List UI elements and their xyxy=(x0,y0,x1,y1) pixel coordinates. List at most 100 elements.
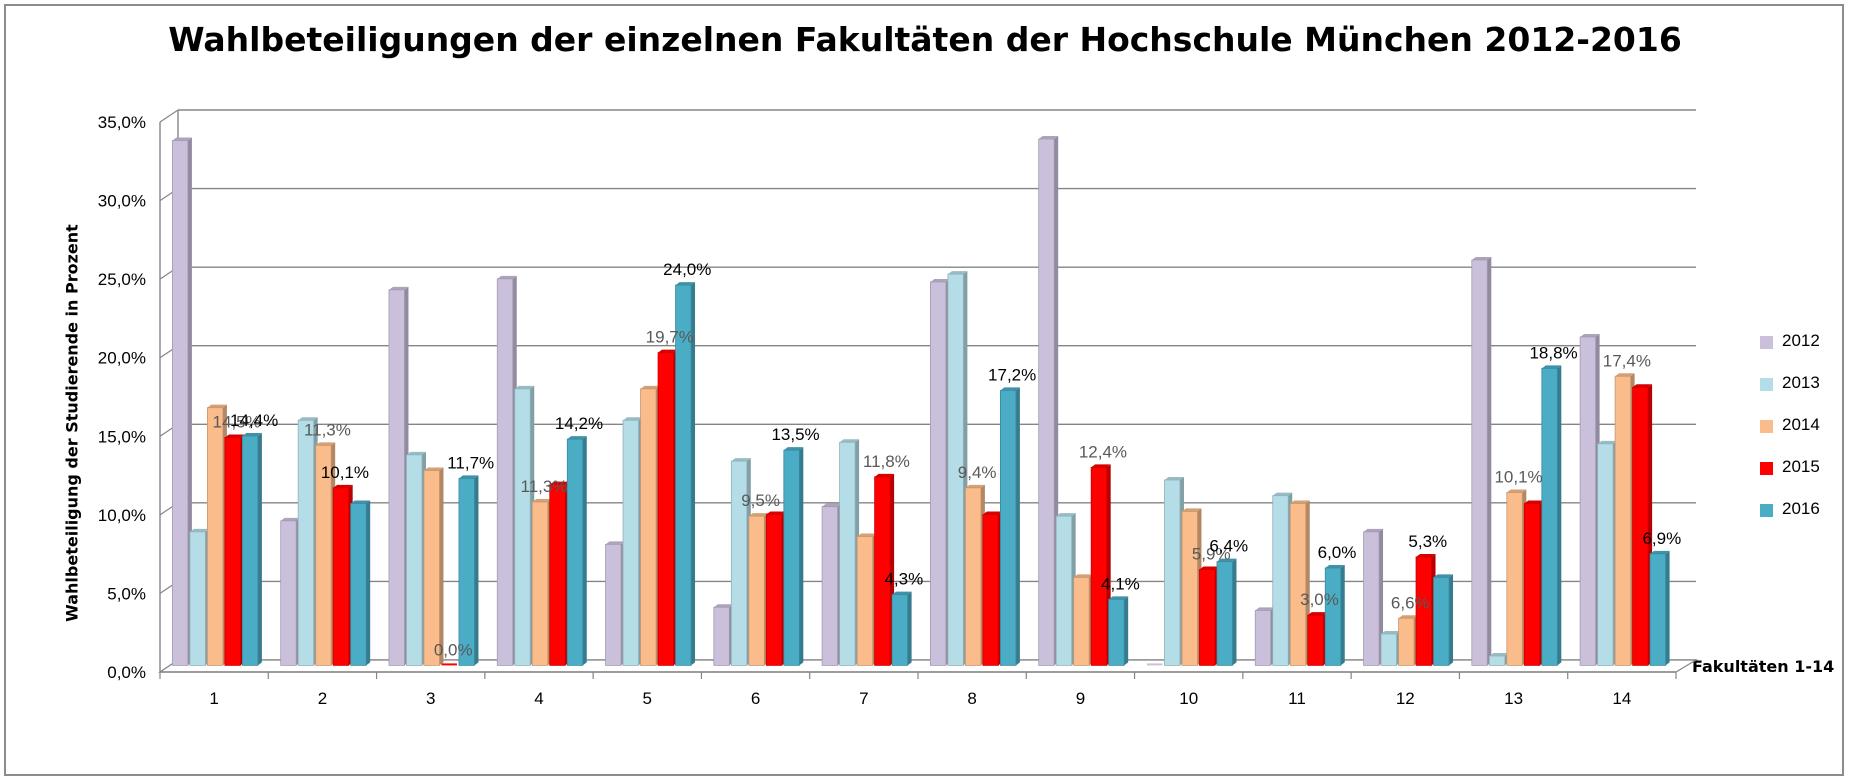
bar-side xyxy=(691,282,696,666)
bar-2014-8 xyxy=(964,487,982,666)
data-label: 5,9% xyxy=(1192,545,1231,564)
bar-top xyxy=(189,528,210,532)
bar-top xyxy=(1541,365,1562,369)
legend-label: 2015 xyxy=(1782,457,1820,476)
data-label: 6,6% xyxy=(1391,593,1430,612)
bar-top xyxy=(1416,553,1436,557)
y-tick-label: 35,0% xyxy=(98,113,146,132)
bar-top xyxy=(1489,652,1509,656)
data-label: 9,5% xyxy=(741,491,780,510)
bar-2014-11 xyxy=(1289,503,1307,666)
bar-top xyxy=(514,385,535,389)
bar-top xyxy=(623,417,643,421)
bar-top xyxy=(1255,607,1275,611)
bar-2012-5 xyxy=(605,544,622,666)
bar-top xyxy=(315,442,336,446)
bar-2014-14 xyxy=(1614,375,1632,666)
bar-side xyxy=(799,447,804,666)
x-tick-label: 2 xyxy=(318,689,327,708)
data-label: 17,4% xyxy=(1603,351,1651,370)
x-tick-label: 11 xyxy=(1288,689,1306,708)
bar-top xyxy=(1164,476,1184,480)
y-tick-label: 30,0% xyxy=(98,192,146,211)
bar-side xyxy=(1340,564,1345,666)
bar-2012-12 xyxy=(1363,531,1380,666)
bar-top xyxy=(423,467,444,471)
bar-side xyxy=(439,467,444,666)
data-label: 0,0% xyxy=(434,640,473,659)
x-tick-label: 10 xyxy=(1179,689,1198,708)
bar-top xyxy=(1650,550,1670,554)
bar-2015-3 xyxy=(441,663,457,666)
x-tick-label: 12 xyxy=(1396,689,1415,708)
bar-top xyxy=(605,541,626,545)
legend-swatch xyxy=(1760,504,1773,517)
bar-2014-13 xyxy=(1506,492,1523,666)
bar-top xyxy=(930,278,950,282)
data-label: 19,7% xyxy=(646,328,694,347)
bar-2012-2 xyxy=(280,520,297,666)
bar-2012-13 xyxy=(1471,259,1488,666)
gridline-side xyxy=(159,109,179,123)
bar-2015-9 xyxy=(1090,466,1108,666)
bar-2016-5 xyxy=(675,284,692,666)
data-label: 11,3% xyxy=(521,477,568,496)
x-tick-label: 5 xyxy=(643,689,652,708)
bar-top xyxy=(675,282,696,286)
bar-side xyxy=(366,500,371,666)
bar-2015-13 xyxy=(1523,503,1541,666)
bar-2014-10 xyxy=(1181,510,1198,666)
data-label: 14,2% xyxy=(555,414,603,433)
legend-swatch xyxy=(1760,462,1773,475)
bar-top xyxy=(1632,384,1653,388)
data-label: 13,5% xyxy=(771,425,819,444)
bar-top xyxy=(1506,489,1527,493)
x-tick-label: 7 xyxy=(859,689,868,708)
legend-swatch xyxy=(1760,336,1773,349)
bar-side xyxy=(1487,256,1492,666)
x-tick-label: 6 xyxy=(751,689,760,708)
bar-top xyxy=(1000,387,1020,391)
bar-top xyxy=(207,404,227,408)
bar-2014-12 xyxy=(1398,617,1415,666)
bar-2012-11 xyxy=(1254,610,1272,666)
bar-2012-3 xyxy=(388,289,405,666)
y-tick-label: 15,0% xyxy=(98,427,146,446)
bar-top xyxy=(406,451,426,455)
data-label: 9,4% xyxy=(958,463,997,482)
data-label: 6,9% xyxy=(1642,529,1681,548)
bar-2016-3 xyxy=(458,477,475,666)
bar-2013-13 xyxy=(1488,655,1506,666)
bar-2013-9 xyxy=(1055,515,1073,666)
bar-top xyxy=(839,439,860,443)
x-tick-label: 8 xyxy=(967,689,976,708)
bar-2013-14 xyxy=(1597,443,1614,666)
bar-side xyxy=(1379,528,1384,666)
bar-2015-7 xyxy=(874,476,891,666)
bar-top xyxy=(497,275,517,279)
data-label: 14,5% xyxy=(213,413,261,432)
bar-top xyxy=(892,591,912,595)
bar-2013-12 xyxy=(1380,633,1397,666)
bar-side xyxy=(1124,596,1129,666)
chart-title: Wahlbeteiligungen der einzelnen Fakultät… xyxy=(168,20,1682,59)
bar-2012-6 xyxy=(713,606,730,666)
bar-side xyxy=(582,436,587,666)
y-tick-label: 10,0% xyxy=(98,506,146,525)
bar-2015-10 xyxy=(1199,569,1216,666)
x-tick-label: 1 xyxy=(209,689,218,708)
bar-2016-11 xyxy=(1324,567,1342,666)
x-tick-label: 13 xyxy=(1504,689,1523,708)
legend-label: 2016 xyxy=(1782,499,1820,518)
bar-2015-5 xyxy=(657,352,674,666)
bar-top xyxy=(1290,500,1310,504)
data-label: 3,0% xyxy=(1300,590,1339,609)
bar-2016-4 xyxy=(566,438,584,666)
bar-top xyxy=(783,447,804,451)
data-label: 24,0% xyxy=(663,260,711,279)
bar-top xyxy=(1307,612,1328,616)
data-label: 14,4% xyxy=(230,411,278,430)
bar-top xyxy=(458,475,479,479)
bar-top xyxy=(1091,464,1111,468)
